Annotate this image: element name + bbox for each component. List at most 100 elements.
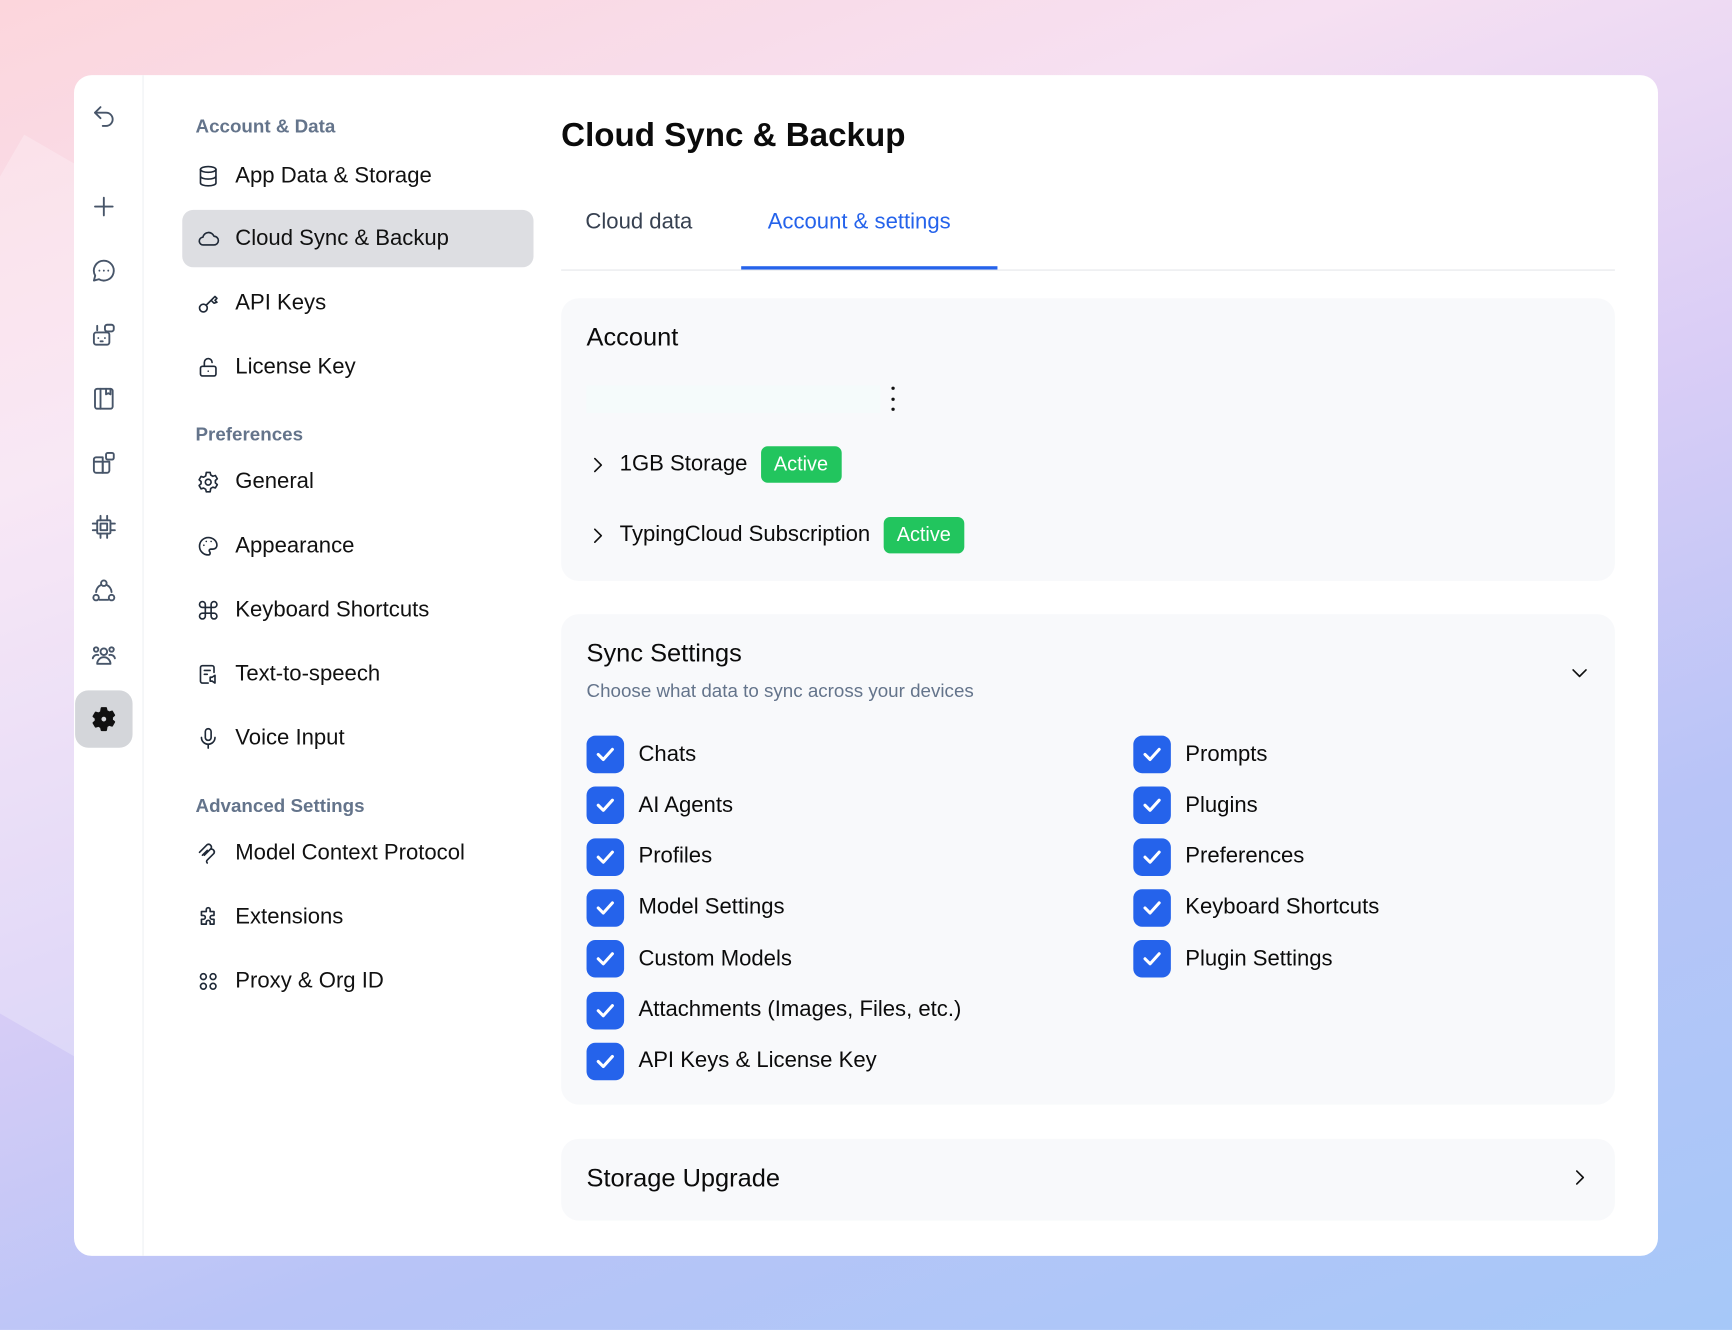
nav-item-general[interactable]: General [182,453,533,510]
checkbox-label: Preferences [1185,844,1305,869]
tab-divider [561,269,1615,271]
sync-checkbox[interactable]: Model Settings [586,889,785,927]
nav-item-license-key[interactable]: License Key [182,338,533,395]
sync-checkbox[interactable]: AI Agents [586,786,734,825]
chevron-right-icon [1575,1170,1585,1185]
sync-checkbox[interactable]: Attachments (Images, Files, etc.) [586,991,961,1029]
notebook-icon[interactable] [75,370,132,427]
account-title: Account [586,322,679,352]
sync-settings-subtitle: Choose what data to sync across your dev… [586,680,974,702]
checkbox-label: Keyboard Shortcuts [1185,895,1380,920]
checkbox-label: Plugin Settings [1185,946,1333,971]
agents-icon[interactable] [75,306,132,363]
sync-settings-card: Sync Settings Choose what data to sync a… [561,614,1615,1105]
puzzle-icon [200,906,215,925]
undo-icon[interactable] [75,87,132,144]
checkbox-label: Model Settings [638,895,785,920]
settings-icon[interactable] [75,690,133,748]
nav-item-label: API Keys [235,289,327,315]
nav-item-app-data-storage[interactable]: App Data & Storage [182,147,533,204]
status-badge: Active [760,446,842,483]
command-icon [198,600,218,620]
chat-icon[interactable] [75,242,132,299]
chevron-down-icon[interactable] [1569,662,1591,684]
checkbox-checked-icon[interactable] [586,889,625,927]
chip-icon[interactable] [75,498,132,555]
status-badge: Active [883,516,965,554]
plus-icon[interactable] [75,178,132,235]
checkbox-checked-icon[interactable] [586,735,625,774]
nav-item-api-keys[interactable]: API Keys [182,274,533,331]
nav-item-label: General [235,468,314,494]
nav-item-model-context-protocol[interactable]: Model Context Protocol [182,824,533,881]
sync-checkbox[interactable]: Plugin Settings [1133,940,1333,978]
sync-checkbox[interactable]: Custom Models [586,940,792,978]
nav-item-keyboard-shortcuts[interactable]: Keyboard Shortcuts [182,581,533,638]
storage-upgrade-card[interactable]: Storage Upgrade [561,1138,1615,1221]
cloud-icon [198,231,220,246]
checkbox-label: Profiles [638,844,713,869]
storage-upgrade-title: Storage Upgrade [586,1163,781,1192]
microphone-icon [200,727,216,749]
checkbox-checked-icon[interactable] [1133,837,1171,876]
nav-item-appearance[interactable]: Appearance [182,517,533,574]
mcp-icon [198,842,216,864]
checkbox-checked-icon[interactable] [586,991,625,1029]
nav-item-label: Cloud Sync & Backup [235,225,449,251]
tab-account-settings[interactable]: Account & settings [767,209,951,235]
sync-checkbox[interactable]: Profiles [586,837,713,876]
checkbox-checked-icon[interactable] [1133,735,1171,774]
more-options-icon[interactable] [886,386,899,411]
checkbox-checked-icon[interactable] [1133,786,1171,825]
nav-item-label: Proxy & Org ID [235,968,384,993]
users-icon[interactable] [75,626,132,683]
proxy-icon [199,972,217,990]
chevron-right-icon [593,457,603,472]
chevron-right-icon [593,527,603,543]
account-email-field [586,385,881,414]
icon-rail [74,75,144,1256]
checkbox-checked-icon[interactable] [1133,889,1171,927]
nav-item-voice-input[interactable]: Voice Input [182,709,533,766]
checkbox-checked-icon[interactable] [586,837,625,876]
tab-cloud-data[interactable]: Cloud data [585,209,693,235]
checkbox-label: Custom Models [638,946,792,971]
nav-item-cloud-sync-backup[interactable]: Cloud Sync & Backup [182,209,534,268]
checkbox-checked-icon[interactable] [586,1042,625,1081]
checkbox-label: Chats [638,741,697,767]
nav-item-proxy-org-id[interactable]: Proxy & Org ID [182,952,533,1009]
sync-checkbox[interactable]: Keyboard Shortcuts [1133,889,1379,927]
section-account-data: Account & Data [195,115,336,137]
database-icon [199,165,217,187]
nav-item-label: Model Context Protocol [235,840,465,865]
unlock-icon [199,357,217,377]
nav-item-text-to-speech[interactable]: Text-to-speech [182,645,533,702]
nav-item-label: License Key [235,354,356,379]
checkbox-label: Prompts [1185,741,1268,767]
plugins-icon[interactable] [75,434,132,491]
plan-label: TypingCloud Subscription [619,522,871,547]
sync-checkbox[interactable]: Preferences [1133,837,1305,876]
section-advanced-settings: Advanced Settings [195,795,365,817]
section-preferences: Preferences [195,424,304,446]
checkbox-checked-icon[interactable] [586,786,625,825]
subscription-row[interactable]: TypingCloud Subscription Active [587,516,965,554]
connections-icon[interactable] [75,562,132,619]
nav-item-label: Keyboard Shortcuts [235,597,430,622]
nav-item-extensions[interactable]: Extensions [182,888,533,945]
sync-checkbox[interactable]: API Keys & License Key [586,1042,877,1081]
nav-item-label: App Data & Storage [235,162,432,188]
storage-plan-row[interactable]: 1GB Storage Active [587,446,842,483]
nav-item-label: Appearance [235,532,355,558]
checkbox-checked-icon[interactable] [1133,940,1171,978]
checkbox-label: AI Agents [638,792,734,818]
account-card: Account 1GB Storage Active TypingCloud Su… [561,298,1615,582]
checkbox-checked-icon[interactable] [586,940,625,978]
sync-settings-title: Sync Settings [586,638,742,668]
nav-item-label: Voice Input [235,725,345,750]
sync-checkbox[interactable]: Prompts [1133,735,1268,774]
sync-checkbox[interactable]: Plugins [1133,786,1258,825]
sync-checkbox[interactable]: Chats [586,735,697,774]
nav-item-label: Extensions [235,904,344,929]
checkbox-label: Plugins [1185,792,1258,818]
